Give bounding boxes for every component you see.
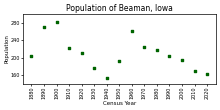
Point [92,68,96,69]
Point [67,47,71,49]
Point [205,73,209,75]
Title: Population of Beaman, Iowa: Population of Beaman, Iowa [66,4,173,13]
Point [180,59,184,60]
Point [193,70,196,71]
Point [143,46,146,48]
X-axis label: Census Year: Census Year [103,101,136,106]
Point [168,55,171,57]
Point [30,55,33,57]
Point [105,77,108,78]
Point [80,53,83,54]
Point [155,49,159,51]
Point [130,30,134,31]
Point [117,61,121,62]
Point [55,21,58,23]
Y-axis label: Population: Population [4,35,9,63]
Point [42,26,46,28]
